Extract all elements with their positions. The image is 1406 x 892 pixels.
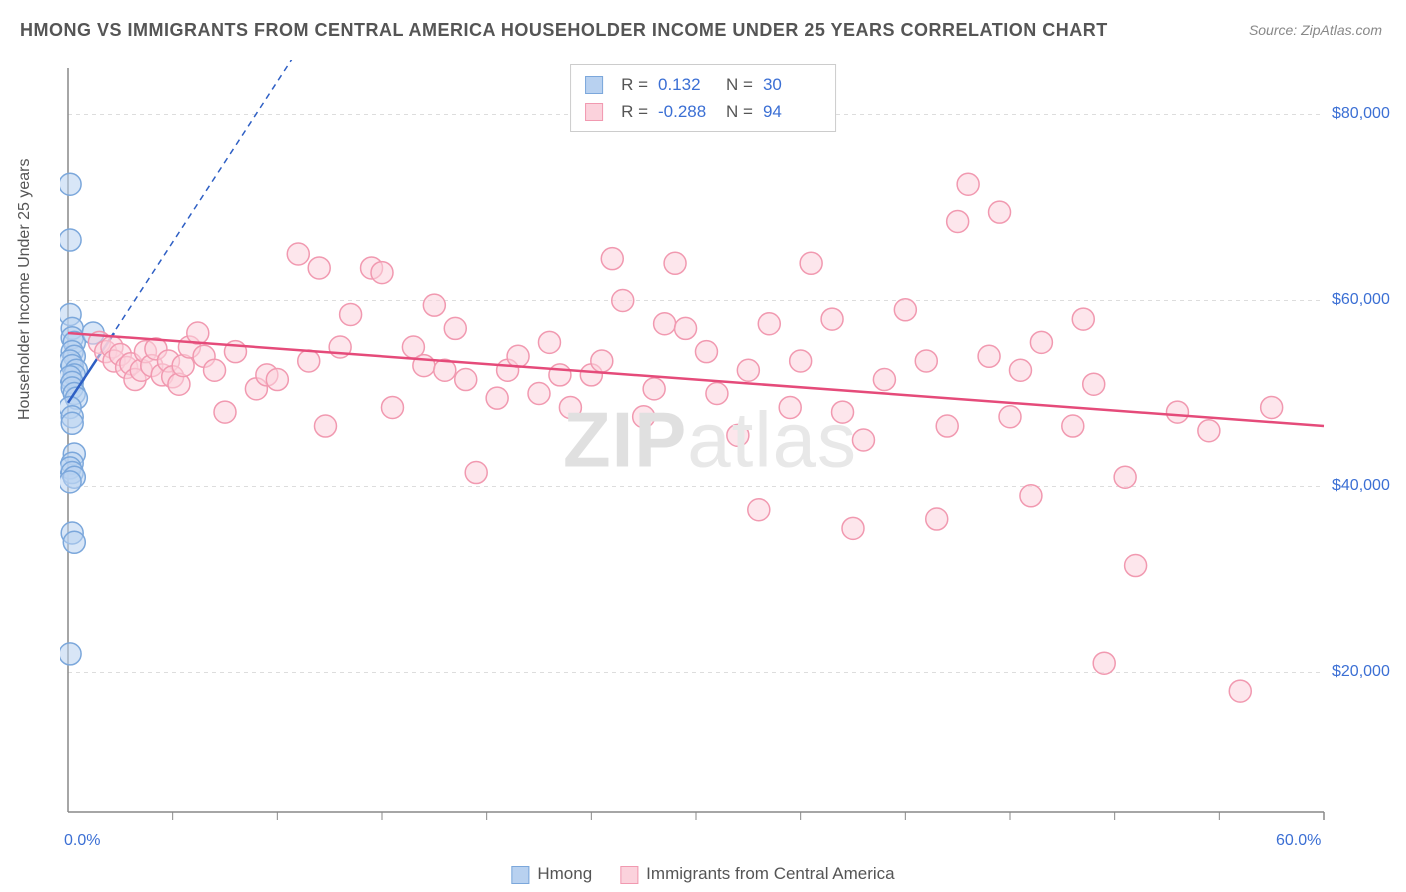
chart-title: HMONG VS IMMIGRANTS FROM CENTRAL AMERICA… [20,20,1108,41]
r-label: R = [621,98,648,125]
y-tick-label: $60,000 [1332,291,1390,309]
n-label: N = [726,71,753,98]
legend-label: Immigrants from Central America [646,864,894,883]
series-legend: Hmong Immigrants from Central America [511,864,894,884]
chart-area: ZIPatlas [60,60,1360,820]
n-value: 94 [763,98,821,125]
correlation-row: R = 0.132 N = 30 [585,71,821,98]
legend-item: Immigrants from Central America [620,864,894,884]
legend-swatch-icon [511,866,529,884]
y-tick-label: $80,000 [1332,105,1390,123]
x-tick-label: 0.0% [64,832,100,850]
x-tick-label: 60.0% [1276,832,1321,850]
source-label: Source: ZipAtlas.com [1249,22,1382,38]
n-label: N = [726,98,753,125]
y-axis-label: Householder Income Under 25 years [16,159,34,420]
correlation-legend: R = 0.132 N = 30 R = -0.288 N = 94 [570,64,836,132]
legend-item: Hmong [511,864,592,884]
legend-swatch-icon [585,76,603,94]
r-value: 0.132 [658,71,716,98]
r-label: R = [621,71,648,98]
correlation-row: R = -0.288 N = 94 [585,98,821,125]
y-tick-label: $40,000 [1332,477,1390,495]
scatter-chart [60,60,1360,820]
legend-swatch-icon [585,103,603,121]
y-tick-label: $20,000 [1332,663,1390,681]
legend-label: Hmong [537,864,592,883]
legend-swatch-icon [620,866,638,884]
n-value: 30 [763,71,821,98]
r-value: -0.288 [658,98,716,125]
